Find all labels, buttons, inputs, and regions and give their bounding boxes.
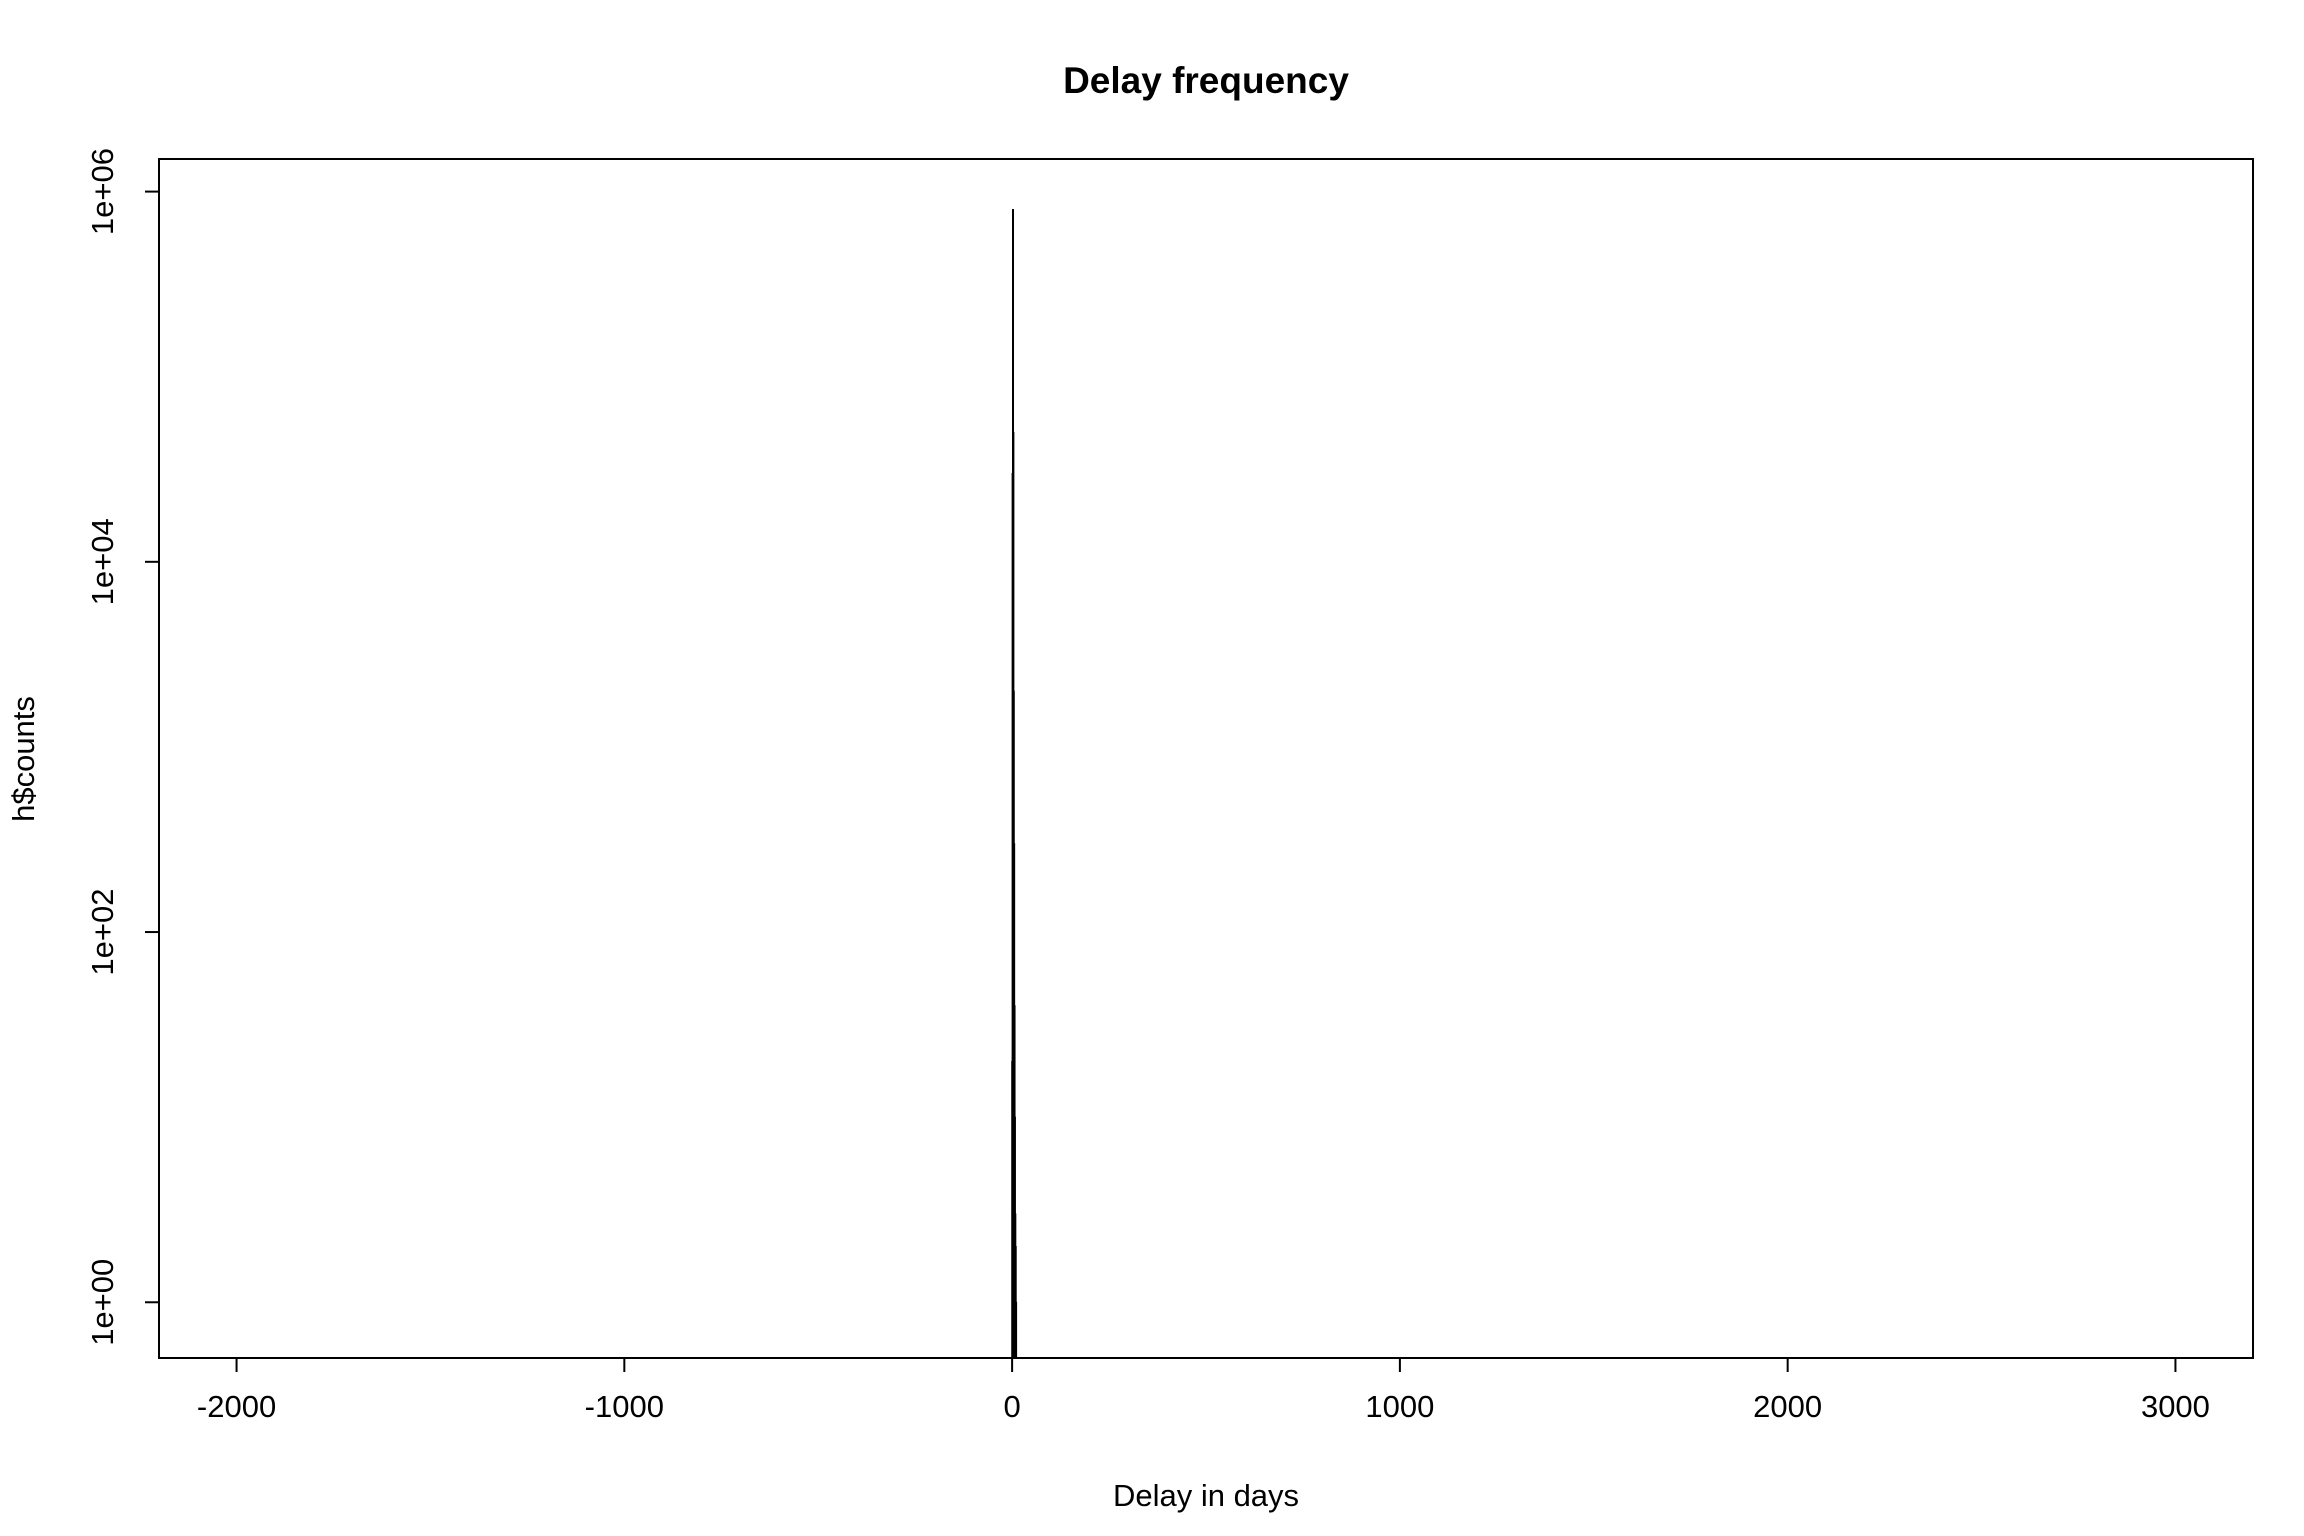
- x-tick-label: -1000: [585, 1389, 664, 1424]
- histogram-bar: [1015, 1301, 1018, 1359]
- y-tick-label: 1e+04: [85, 518, 120, 605]
- chart-title: Delay frequency: [1063, 60, 1349, 101]
- x-axis-label: Delay in days: [1113, 1478, 1299, 1513]
- x-tick-label: -2000: [197, 1389, 276, 1424]
- x-tick-label: 3000: [2141, 1389, 2210, 1424]
- y-tick-label: 1e+02: [85, 889, 120, 976]
- y-axis-label: h$counts: [6, 696, 41, 822]
- y-tick-label: 1e+06: [85, 148, 120, 235]
- x-tick-label: 1000: [1365, 1389, 1434, 1424]
- bars-group: [1011, 209, 1018, 1359]
- x-tick-label: 0: [1003, 1389, 1020, 1424]
- x-axis-ticks: -2000 -1000 0 1000 2000 3000: [197, 1358, 2210, 1424]
- y-tick-label: 1e+00: [85, 1259, 120, 1346]
- y-axis-ticks: 1e+00 1e+02 1e+04 1e+06: [85, 148, 159, 1346]
- x-tick-label: 2000: [1753, 1389, 1822, 1424]
